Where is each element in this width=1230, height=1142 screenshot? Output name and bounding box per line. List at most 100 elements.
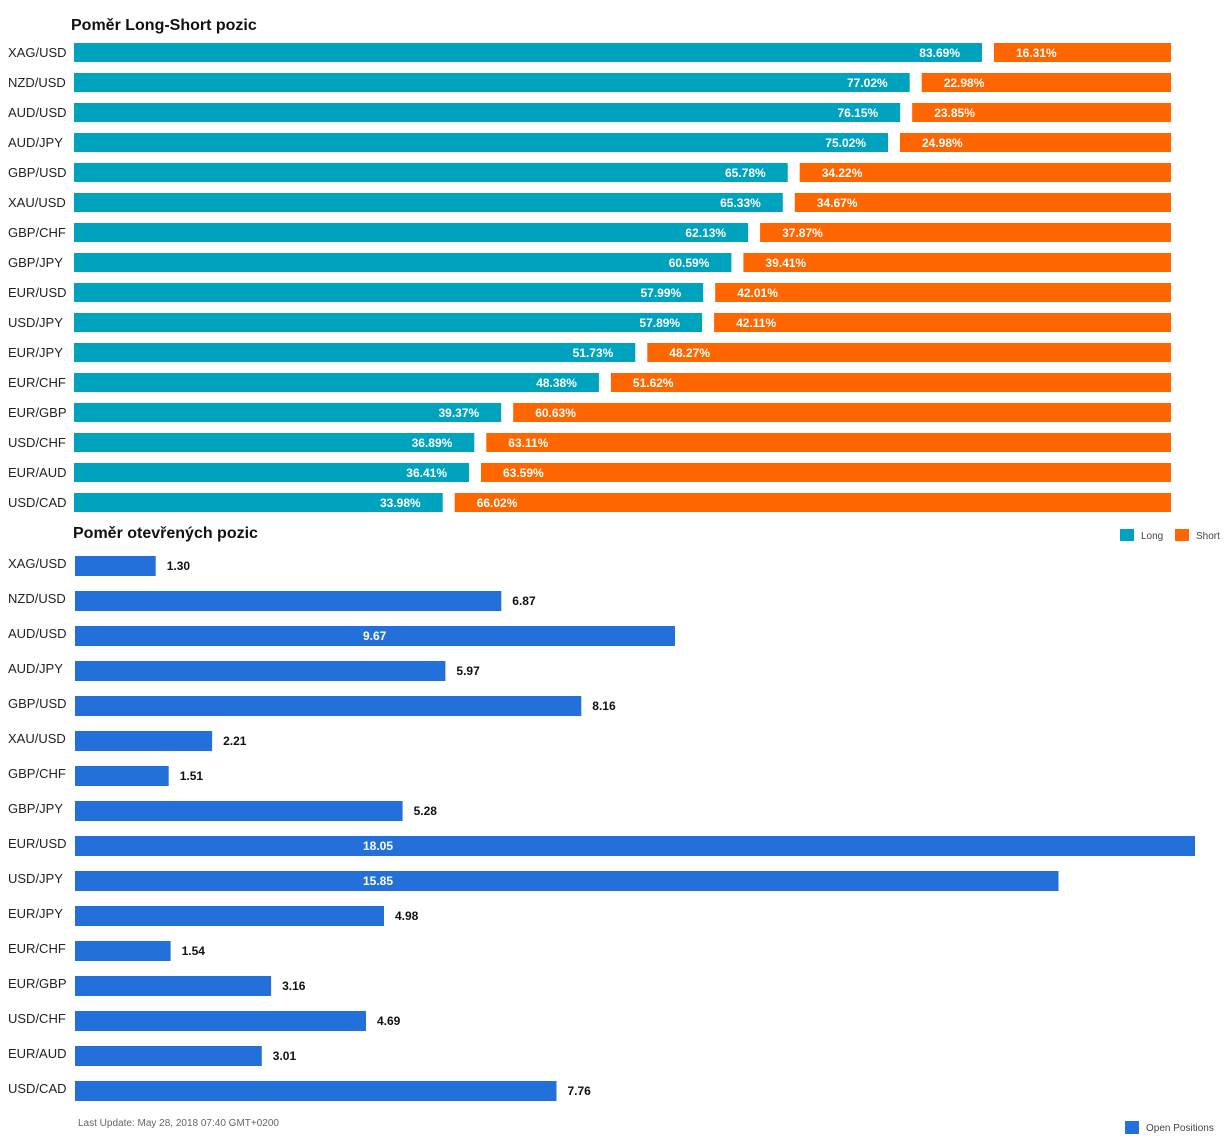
long-value-label: 48.38% [536, 376, 577, 390]
long-value-label: 83.69% [919, 46, 960, 60]
long-bar [74, 133, 888, 152]
open-positions-chart-title: Poměr otevřených pozic [73, 525, 258, 542]
open-positions-value-label: 1.30 [167, 559, 191, 573]
op-category-label: AUD/USD [8, 626, 67, 641]
short-value-label: 48.27% [669, 346, 710, 360]
op-category-label: EUR/JPY [8, 906, 63, 921]
long-short-legend: Long Short [1120, 529, 1220, 542]
short-value-label: 22.98% [944, 76, 985, 90]
open-positions-bar [75, 976, 272, 996]
short-bar [714, 313, 1171, 332]
long-short-chart: XAG/USD 83.69% 16.31% NZD/USD 77.02% 22.98% AU… [8, 43, 1171, 512]
ls-category-label: EUR/JPY [8, 345, 63, 360]
short-bar [647, 343, 1171, 362]
long-bar [74, 193, 783, 212]
ls-category-label: EUR/CHF [8, 375, 66, 390]
long-bar [74, 163, 788, 182]
short-value-label: 63.59% [503, 466, 544, 480]
open-positions-bar [75, 766, 169, 786]
open-positions-bar [75, 626, 675, 646]
short-bar [760, 223, 1171, 242]
open-positions-value-label: 3.16 [282, 979, 306, 993]
long-bar [74, 343, 636, 362]
open-positions-value-label: 1.51 [180, 769, 204, 783]
op-category-label: EUR/GBP [8, 976, 67, 991]
ls-category-label: GBP/JPY [8, 255, 63, 270]
ls-category-label: NZD/USD [8, 75, 66, 90]
legend-open-swatch [1125, 1121, 1139, 1134]
long-value-label: 51.73% [573, 346, 614, 360]
short-value-label: 39.41% [765, 256, 806, 270]
last-update-text: Last Update: May 28, 2018 07:40 GMT+0200 [78, 1118, 279, 1129]
long-bar [74, 283, 704, 302]
short-value-label: 23.85% [934, 106, 975, 120]
short-bar [486, 433, 1171, 452]
open-positions-value-label: 1.54 [182, 944, 206, 958]
long-value-label: 33.98% [380, 496, 421, 510]
op-category-label: AUD/JPY [8, 661, 63, 676]
short-value-label: 63.11% [508, 436, 548, 450]
open-positions-value-label: 5.28 [414, 804, 438, 818]
short-bar [994, 43, 1171, 62]
op-category-label: GBP/CHF [8, 766, 66, 781]
op-category-label: EUR/AUD [8, 1046, 67, 1061]
ls-category-label: EUR/GBP [8, 405, 67, 420]
open-positions-bar [75, 661, 446, 681]
ls-category-label: USD/JPY [8, 315, 63, 330]
long-value-label: 60.59% [669, 256, 710, 270]
short-bar [481, 463, 1171, 482]
open-positions-bar [75, 731, 213, 751]
open-positions-value-label: 8.16 [592, 699, 616, 713]
open-positions-value-label: 9.67 [363, 629, 387, 643]
open-positions-bar [75, 591, 502, 611]
short-bar [513, 403, 1171, 422]
ls-category-label: EUR/AUD [8, 465, 67, 480]
long-bar [74, 403, 502, 422]
ls-category-label: USD/CHF [8, 435, 66, 450]
long-value-label: 65.78% [725, 166, 766, 180]
long-value-label: 65.33% [720, 196, 761, 210]
short-bar [715, 283, 1171, 302]
open-positions-value-label: 15.85 [363, 874, 393, 888]
long-bar [74, 223, 749, 242]
long-value-label: 39.37% [438, 406, 479, 420]
op-category-label: XAG/USD [8, 556, 67, 571]
ls-category-label: XAU/USD [8, 195, 66, 210]
short-bar [799, 163, 1171, 182]
short-value-label: 66.02% [477, 496, 518, 510]
op-category-label: GBP/USD [8, 696, 67, 711]
long-value-label: 36.89% [412, 436, 453, 450]
open-positions-bar [75, 941, 171, 961]
ls-category-label: AUD/USD [8, 105, 67, 120]
long-value-label: 57.99% [640, 286, 681, 300]
op-category-label: USD/CAD [8, 1081, 67, 1096]
short-bar [900, 133, 1171, 152]
open-positions-bar [75, 906, 384, 926]
open-positions-value-label: 6.87 [512, 594, 536, 608]
open-positions-bar [75, 871, 1059, 891]
long-bar [74, 43, 982, 62]
op-category-label: EUR/USD [8, 836, 67, 851]
open-positions-bar [75, 556, 156, 576]
open-positions-value-label: 5.97 [456, 664, 480, 678]
short-value-label: 51.62% [633, 376, 674, 390]
open-positions-value-label: 18.05 [363, 839, 393, 853]
ls-category-label: GBP/USD [8, 165, 67, 180]
open-positions-legend: Open Positions [1125, 1121, 1214, 1134]
legend-long-label: Long [1141, 531, 1163, 542]
long-value-label: 57.89% [639, 316, 680, 330]
long-bar [74, 313, 703, 332]
long-value-label: 77.02% [847, 76, 888, 90]
open-positions-bar [75, 696, 582, 716]
op-category-label: XAU/USD [8, 731, 66, 746]
open-positions-bar [75, 1046, 262, 1066]
ls-category-label: EUR/USD [8, 285, 67, 300]
short-value-label: 24.98% [922, 136, 963, 150]
short-bar [794, 193, 1171, 212]
short-value-label: 42.01% [737, 286, 778, 300]
open-positions-bar [75, 1011, 366, 1031]
open-positions-bar [75, 836, 1195, 856]
long-bar [74, 253, 732, 272]
long-bar [74, 73, 910, 92]
